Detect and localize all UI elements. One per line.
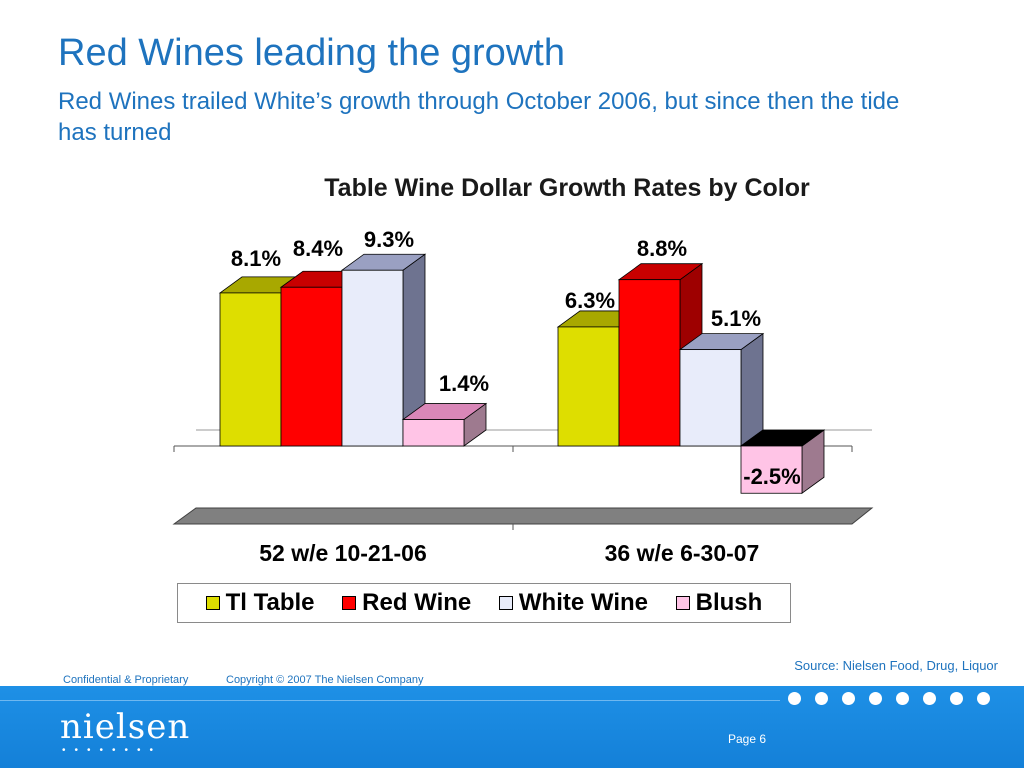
legend-swatch <box>498 596 513 610</box>
footer-dot <box>896 692 909 705</box>
logo-wordmark: nielsen <box>60 707 191 747</box>
legend-label: Blush <box>695 589 763 616</box>
data-label: 1.4% <box>439 371 489 396</box>
data-label: 8.1% <box>231 246 281 271</box>
category-label: 52 w/e 10-21-06 <box>259 540 427 566</box>
slide-subtitle: Red Wines trailed White’s growth through… <box>58 88 900 146</box>
footer-dot <box>869 692 882 705</box>
legend-label: Tl Table <box>225 589 315 616</box>
data-label: 9.3% <box>364 227 414 252</box>
bar <box>280 286 343 447</box>
data-label: -2.5% <box>743 464 800 489</box>
bar <box>740 445 803 494</box>
bar <box>402 419 465 447</box>
source-note: Source: Nielsen Food, Drug, Liquor <box>794 658 998 673</box>
data-label: 8.4% <box>293 236 343 261</box>
legend-label: White Wine <box>518 589 649 616</box>
bar-side <box>740 332 764 447</box>
data-label: 5.1% <box>711 306 761 331</box>
legend-item: Red Wine <box>342 589 471 617</box>
page-number: Page 6 <box>728 732 767 746</box>
chart-legend: Tl Table Red Wine White Wine Blush <box>177 583 791 623</box>
data-label: 6.3% <box>565 288 615 313</box>
footer-dot <box>923 692 936 705</box>
legend-swatch <box>342 596 357 610</box>
legend-swatch <box>675 596 690 610</box>
footer-dot <box>950 692 963 705</box>
slide-title: Red Wines leading the growth <box>58 32 565 74</box>
chart-floor <box>172 507 874 525</box>
footer-dot <box>788 692 801 705</box>
growth-bar-chart: Table Wine Dollar Growth Rates by Color 8… <box>172 174 874 566</box>
nielsen-logo: nielsen •••••••• <box>60 708 190 756</box>
confidential-note: Confidential & Proprietary <box>63 674 189 686</box>
bar <box>557 326 620 447</box>
logo-dots: •••••••• <box>62 745 163 756</box>
legend-item: Tl Table <box>205 589 315 617</box>
category-label: 36 w/e 6-30-07 <box>605 540 760 566</box>
footer-dot <box>842 692 855 705</box>
footer-dot <box>815 692 828 705</box>
legend-item: White Wine <box>498 589 649 617</box>
bar <box>679 349 742 447</box>
bar <box>341 269 404 447</box>
legend-item: Blush <box>675 589 763 617</box>
data-label: 8.8% <box>637 236 687 261</box>
footer-dot <box>977 692 990 705</box>
bar <box>618 279 681 447</box>
chart-title: Table Wine Dollar Growth Rates by Color <box>324 174 810 202</box>
legend-label: Red Wine <box>362 589 472 616</box>
legend-swatch <box>205 596 220 610</box>
footer-dots <box>788 692 1004 705</box>
bar <box>219 292 282 447</box>
footer-divider <box>0 700 780 701</box>
copyright-note: Copyright © 2007 The Nielsen Company <box>226 674 424 686</box>
